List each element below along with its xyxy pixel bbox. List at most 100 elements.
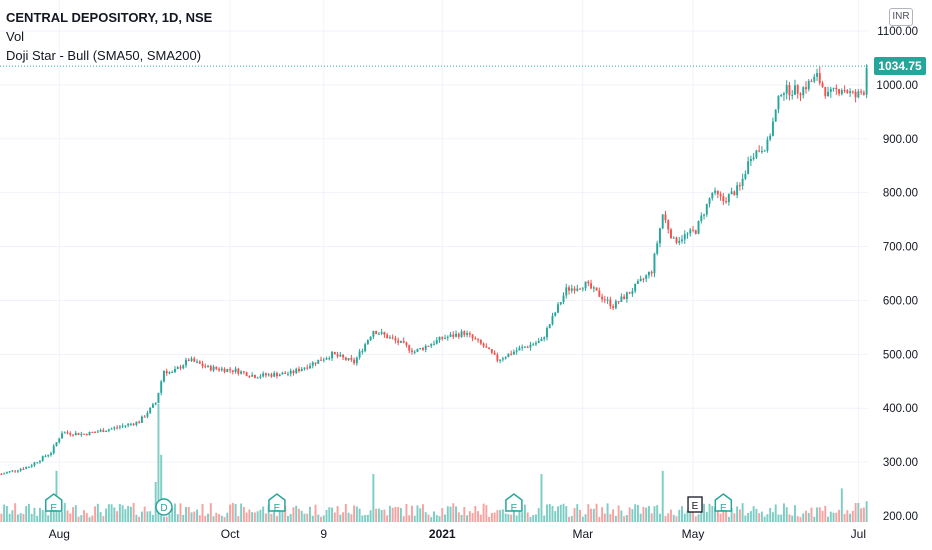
y-tick-label-2: 400.00 <box>883 403 918 415</box>
volume-bar-181 <box>499 510 502 522</box>
volume-bar-31 <box>85 512 88 522</box>
volume-bar-305 <box>840 488 843 522</box>
volume-bar-197 <box>543 515 546 522</box>
time-axis[interactable]: Aug Oct 9 2021 Mar May Jul <box>49 527 866 541</box>
indicator-legend[interactable]: Doji Star - Bull (SMA50, SMA200) <box>6 48 202 63</box>
marker-e-4[interactable]: E <box>714 493 733 514</box>
candle-260 <box>716 190 719 199</box>
candle-119 <box>328 356 331 361</box>
candle-240 <box>661 214 664 230</box>
symbol-title[interactable]: CENTRAL DEPOSITORY, 1D, NSE <box>6 10 213 25</box>
candle-5 <box>14 470 17 473</box>
volume-bar-299 <box>824 505 827 522</box>
volume-bar-297 <box>818 507 821 522</box>
volume-bar-176 <box>485 505 488 522</box>
volume-bar-49 <box>135 514 138 522</box>
volume-bar-180 <box>496 510 499 522</box>
candle-239 <box>658 227 661 248</box>
volume-bar-225 <box>620 510 623 522</box>
volume-bar-71 <box>196 509 198 522</box>
volume-bar-85 <box>234 504 237 522</box>
candle-212 <box>584 281 587 292</box>
volume-bar-161 <box>444 514 446 522</box>
marker-d-1[interactable]: D <box>155 498 173 516</box>
volume-bar-231 <box>636 504 639 522</box>
volume-bar-208 <box>573 508 576 522</box>
candle-207 <box>570 284 573 294</box>
volume-bar-115 <box>317 514 320 522</box>
candle-226 <box>623 294 626 300</box>
candle-32 <box>88 431 91 436</box>
volume-bar-14 <box>38 507 41 522</box>
volume-bar-211 <box>581 516 584 522</box>
volume-legend[interactable]: Vol <box>6 29 25 44</box>
candle-114 <box>314 362 317 367</box>
candle-198 <box>546 326 548 341</box>
candle-203 <box>559 301 562 306</box>
candle-109 <box>300 367 303 372</box>
volume-bar-207 <box>570 516 573 522</box>
candle-259 <box>714 187 717 196</box>
volume-bar-169 <box>466 515 469 522</box>
volume-bar-198 <box>546 504 548 522</box>
candle-36 <box>99 428 102 433</box>
candle-292 <box>805 81 807 94</box>
candle-90 <box>248 375 251 379</box>
marker-e-0[interactable]: E <box>44 493 63 514</box>
candle-251 <box>692 225 694 233</box>
volume-bar-12 <box>33 507 36 522</box>
candle-55 <box>151 402 154 408</box>
marker-e-box[interactable]: E <box>687 496 703 513</box>
volume-bar-157 <box>433 511 435 522</box>
volume-bar-253 <box>697 514 700 522</box>
candle-194 <box>534 340 537 347</box>
volume-bar-303 <box>835 512 838 522</box>
candle-178 <box>490 348 493 355</box>
chart-legend: CENTRAL DEPOSITORY, 1D, NSE Vol Doji Sta… <box>6 8 212 65</box>
candle-206 <box>568 285 570 295</box>
volume-bar-248 <box>683 513 686 522</box>
candle-33 <box>91 431 94 433</box>
volume-bar-133 <box>366 514 369 522</box>
volume-bar-103 <box>284 505 287 522</box>
volume-bar-127 <box>350 514 353 522</box>
volume-bar-311 <box>857 502 860 522</box>
candle-0 <box>0 472 3 475</box>
volume-bar-282 <box>777 514 780 522</box>
currency-badge[interactable]: INR <box>889 8 913 26</box>
volume-bar-42 <box>116 511 119 522</box>
volume-bar-132 <box>364 515 367 522</box>
candle-24 <box>66 430 69 435</box>
price-axis[interactable]: 200.00 300.00 400.00 500.00 600.00 700.00 800.… <box>876 26 918 523</box>
volume-bar-3 <box>8 513 11 522</box>
candle-26 <box>72 434 74 437</box>
candle-230 <box>634 283 637 294</box>
candle-79 <box>218 367 221 372</box>
marker-e-2[interactable]: E <box>268 493 286 514</box>
candle-314 <box>865 64 868 99</box>
volume-bar-307 <box>846 510 849 522</box>
volume-bar-186 <box>512 502 515 522</box>
candle-166 <box>457 332 460 339</box>
candle-99 <box>273 370 276 378</box>
volume-bar-87 <box>240 503 243 522</box>
candle-193 <box>532 342 535 346</box>
candle-229 <box>631 287 634 297</box>
candle-262 <box>722 192 725 206</box>
volume-bar-266 <box>733 513 736 522</box>
candle-311 <box>857 89 860 99</box>
volume-bar-187 <box>515 515 518 522</box>
volume-bar-257 <box>708 503 711 522</box>
candle-27 <box>74 430 77 436</box>
candle-66 <box>182 364 185 370</box>
marker-e-3[interactable]: E <box>505 493 523 514</box>
candle-13 <box>36 461 39 464</box>
volume-bar-293 <box>807 512 810 522</box>
candle-140 <box>386 333 389 339</box>
candle-105 <box>289 368 292 377</box>
volume-bar-17 <box>47 515 50 522</box>
volume-bar-13 <box>36 515 39 522</box>
volume-bar-34 <box>94 506 97 522</box>
candle-210 <box>579 287 582 290</box>
